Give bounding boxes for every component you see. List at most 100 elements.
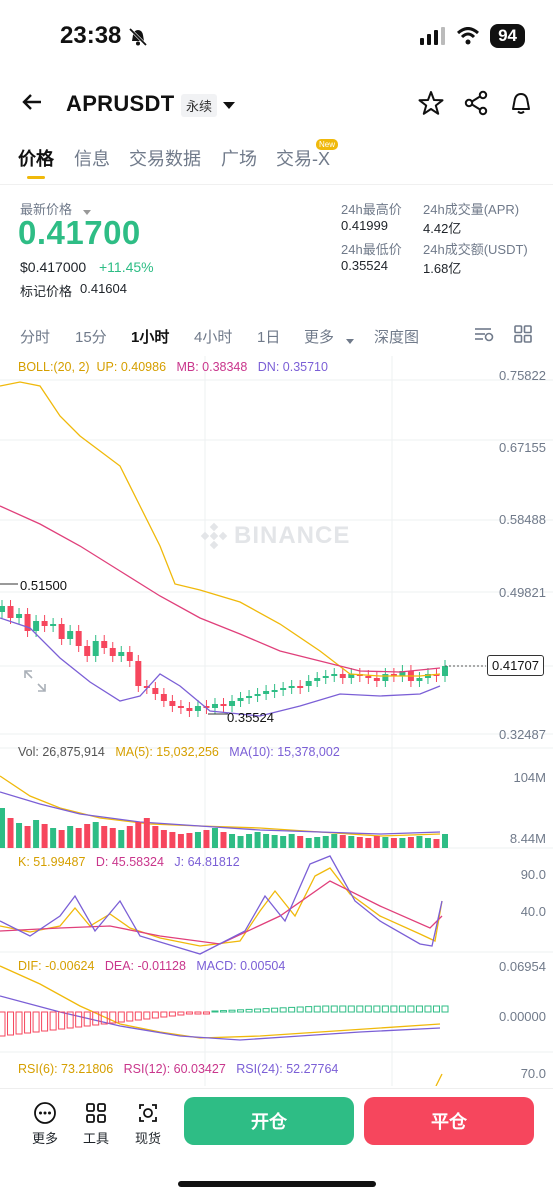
boll-label: BOLL:(20, 2)	[18, 360, 90, 374]
volume-bar	[373, 836, 380, 848]
favorite-button[interactable]	[418, 90, 444, 121]
usd-price: $0.417000	[20, 259, 87, 275]
volume-bar	[33, 820, 40, 848]
main-tabs: 价格 信息 交易数据 广场 交易-X New	[0, 139, 553, 181]
tools-button[interactable]: 工具	[76, 1101, 116, 1147]
interval-4h[interactable]: 4小时	[194, 329, 233, 346]
candle-body	[160, 694, 167, 701]
volume-base: 4.42亿	[423, 221, 462, 236]
macd-bar	[15, 1011, 23, 1035]
candle-body	[331, 674, 338, 676]
volume-bar	[186, 833, 193, 848]
tab-price[interactable]: 价格	[18, 149, 54, 169]
macd-bar	[262, 1008, 270, 1013]
new-badge: New	[316, 139, 339, 150]
interval-1d[interactable]: 1日	[257, 329, 281, 346]
boll-mid-line	[0, 505, 441, 673]
symbol-title[interactable]: APRUSDT	[66, 91, 175, 116]
boll-upper-line	[0, 381, 441, 677]
candle-body	[186, 708, 193, 711]
spot-button[interactable]: 现货	[128, 1101, 168, 1147]
candle-body	[41, 621, 48, 626]
macd-bar	[322, 1005, 330, 1013]
back-arrow-icon	[22, 94, 41, 110]
macd-bar	[305, 1006, 313, 1013]
interval-line[interactable]: 分时	[20, 329, 51, 346]
macd-bar	[41, 1011, 49, 1032]
volume-bar	[0, 808, 5, 848]
mark-price: 0.41604	[80, 281, 127, 296]
more-button[interactable]: 更多	[25, 1101, 65, 1147]
macd-bar	[58, 1011, 66, 1030]
volume-bar	[58, 830, 65, 848]
low-price-marker: 0.35524	[227, 710, 274, 725]
candle-body	[263, 691, 270, 694]
boll-up: UP: 0.40986	[96, 360, 167, 374]
macd-bar	[390, 1005, 398, 1013]
macd-bar	[185, 1011, 193, 1015]
tab-trade-x[interactable]: 交易-X	[276, 149, 330, 169]
macd-bar	[381, 1005, 389, 1013]
volume-bar	[169, 832, 176, 848]
volume-bar	[177, 834, 184, 848]
volume-bar	[442, 834, 448, 848]
candle-body	[33, 621, 40, 631]
bell-icon	[512, 93, 530, 114]
candle-body	[101, 641, 108, 648]
macd-bar	[202, 1011, 210, 1015]
tab-info[interactable]: 信息	[74, 149, 110, 169]
kdj-j: J: 64.81812	[174, 855, 240, 869]
signal-icon	[420, 27, 446, 45]
kdj-legend: K: 51.99487 D: 45.58324 J: 64.81812	[18, 855, 240, 869]
volume-bar	[263, 834, 270, 848]
low-24h: 0.35524	[341, 258, 388, 273]
candle-body	[135, 661, 142, 686]
interval-1h[interactable]: 1小时	[131, 329, 170, 346]
macd-bar	[49, 1011, 57, 1031]
rsi-axis-1: 70.0	[520, 1066, 546, 1081]
caret-down-icon[interactable]	[82, 203, 92, 221]
close-position-button[interactable]: 平仓	[364, 1097, 534, 1145]
interval-15m[interactable]: 15分	[75, 329, 107, 346]
macd-bar	[32, 1011, 40, 1033]
back-button[interactable]	[20, 90, 44, 119]
volume-bar	[246, 834, 253, 848]
candle-body	[339, 674, 346, 678]
macd-bar	[0, 1011, 6, 1037]
share-button[interactable]	[463, 90, 489, 121]
indicator-settings-icon[interactable]	[473, 324, 495, 348]
layout-grid-icon[interactable]	[513, 324, 533, 348]
macd-bar	[432, 1005, 440, 1013]
symbol-dropdown[interactable]	[222, 98, 236, 116]
macd-bar	[117, 1011, 125, 1023]
open-position-button[interactable]: 开仓	[184, 1097, 354, 1145]
candle-body	[67, 631, 74, 639]
latest-price-label: 最新价格	[20, 202, 73, 217]
vol-ma10-line	[0, 791, 441, 835]
macd-bar	[271, 1007, 279, 1013]
candlestick-chart[interactable]: BINANCE BOLL:(20, 2) UP: 0.40986 MB: 0.3…	[0, 356, 553, 1086]
vol-ma10: MA(10): 15,378,002	[229, 745, 340, 759]
tab-square[interactable]: 广场	[221, 149, 257, 169]
rsi-legend: RSI(6): 73.21806 RSI(12): 60.03427 RSI(2…	[18, 1062, 338, 1076]
alert-button[interactable]	[508, 90, 534, 121]
tab-trading-data[interactable]: 交易数据	[129, 149, 201, 169]
macd-bar	[330, 1005, 338, 1013]
volume-bar	[229, 834, 236, 848]
candle-body	[58, 624, 65, 639]
macd-bar	[441, 1005, 449, 1013]
home-indicator	[178, 1181, 376, 1187]
volume-bar	[75, 828, 82, 848]
macd-bar	[356, 1005, 364, 1013]
volume-bar	[67, 826, 74, 848]
current-price-tag: 0.41707	[487, 655, 544, 676]
interval-depth[interactable]: 深度图	[374, 329, 420, 346]
candle-body	[220, 704, 227, 706]
interval-more[interactable]: 更多	[304, 329, 335, 346]
candle-body	[442, 666, 448, 676]
kdj-j-line	[0, 855, 443, 955]
expand-chart-button[interactable]	[22, 668, 48, 699]
macd-bar	[296, 1006, 304, 1013]
status-right: 94	[420, 24, 525, 48]
caret-down-icon[interactable]	[345, 332, 355, 349]
